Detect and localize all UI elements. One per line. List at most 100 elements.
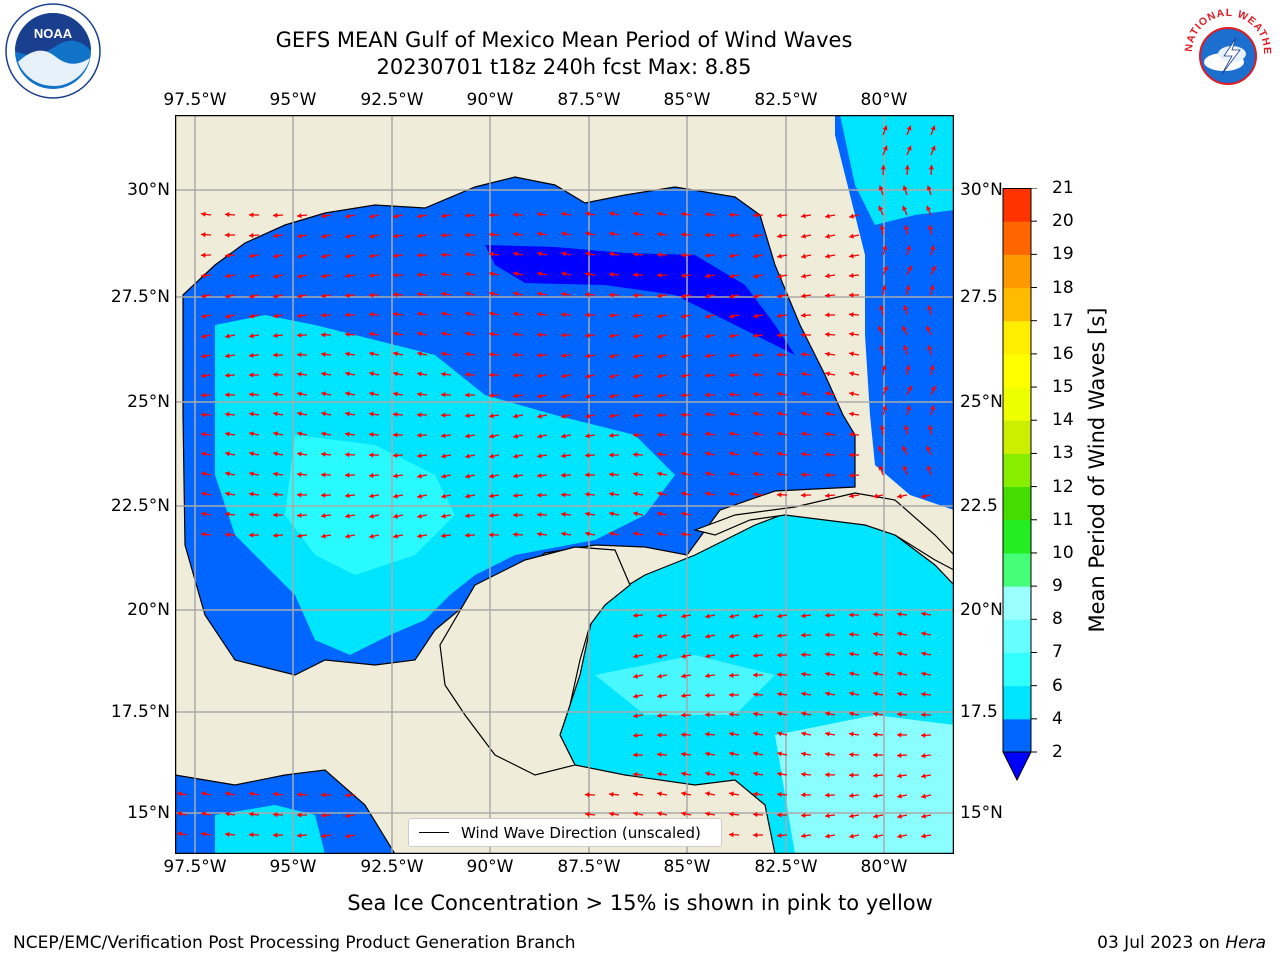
- wave-arrow-head: [537, 231, 542, 237]
- wave-arrow-head: [921, 773, 926, 779]
- wave-arrow-head: [609, 452, 614, 458]
- wave-arrow-head: [681, 471, 686, 477]
- wave-arrow-head: [777, 253, 782, 259]
- wave-arrow-head: [345, 371, 350, 377]
- wave-arrow-head: [883, 265, 888, 271]
- wave-arrow-head: [729, 711, 734, 718]
- wave-arrow-head: [921, 753, 926, 759]
- lon-tick-bottom: 87.5°W: [557, 857, 621, 877]
- wave-arrow-head: [825, 213, 830, 219]
- wave-arrow-head: [441, 213, 446, 219]
- footer-credit: NCEP/EMC/Verification Post Processing Pr…: [13, 933, 576, 953]
- wave-arrow-head: [441, 513, 446, 519]
- wave-arrow-head: [801, 451, 806, 457]
- wave-arrow-head: [705, 712, 710, 718]
- wave-arrow-head: [585, 292, 590, 298]
- wave-arrow-head: [393, 513, 398, 519]
- wave-arrow-head: [633, 713, 638, 719]
- wave-arrow-head: [249, 431, 254, 437]
- wave-arrow-head: [369, 513, 374, 519]
- wave-arrow-head: [441, 252, 446, 258]
- wave-arrow-head: [825, 711, 830, 717]
- wave-arrow-head: [489, 473, 494, 479]
- wave-arrow-head: [537, 291, 542, 297]
- wave-arrow-head: [929, 285, 935, 290]
- wave-arrow-head: [705, 333, 710, 339]
- wave-arrow-head: [537, 512, 542, 518]
- wave-arrow-head: [393, 351, 398, 357]
- wave-arrow-head: [201, 471, 206, 477]
- wave-arrow-head: [609, 373, 614, 379]
- wave-arrow-head: [930, 125, 936, 131]
- wave-arrow-head: [849, 691, 854, 697]
- wave-arrow-head: [705, 252, 710, 259]
- wave-arrow-head: [225, 451, 230, 457]
- wave-arrow-head: [537, 271, 542, 277]
- wave-arrow-head: [705, 211, 710, 218]
- wave-arrow-head: [849, 472, 854, 479]
- wave-arrow-head: [849, 731, 854, 737]
- wave-arrow-head: [177, 811, 182, 817]
- colorbar-tick-label: 20: [1052, 211, 1074, 232]
- wave-arrow-head: [921, 671, 926, 677]
- wave-arrow-head: [321, 812, 326, 818]
- wave-arrow-head: [273, 832, 278, 838]
- colorbar-tick-label: 15: [1052, 377, 1074, 398]
- wave-arrow-head: [879, 305, 885, 311]
- wave-arrow-head: [201, 252, 206, 258]
- colorbar-tick-label: 14: [1052, 410, 1074, 431]
- wave-arrow-head: [931, 265, 936, 271]
- wave-arrow-head: [273, 391, 278, 397]
- wave-arrow-head: [729, 431, 734, 437]
- wave-arrow-head: [753, 791, 758, 797]
- wave-arrow-head: [878, 465, 884, 471]
- wave-arrow-head: [273, 532, 278, 539]
- wave-arrow-head: [249, 791, 254, 797]
- wave-arrow-head: [297, 471, 302, 477]
- wave-arrow-head: [465, 433, 470, 439]
- wave-arrow-head: [561, 531, 566, 537]
- wave-arrow-head: [345, 431, 350, 437]
- wave-arrow-head: [417, 473, 422, 479]
- wave-arrow-head: [729, 352, 734, 359]
- wave-arrow-head: [441, 412, 446, 418]
- wave-arrow-head: [273, 293, 278, 299]
- wave-arrow-head: [201, 531, 206, 537]
- colorbar-tick-label: 6: [1052, 675, 1063, 696]
- wave-arrow-head: [633, 292, 638, 298]
- wave-arrow-head: [465, 473, 470, 479]
- wave-arrow-head: [729, 771, 734, 777]
- colorbar-segment: [1003, 453, 1031, 488]
- wave-arrow-head: [729, 392, 734, 398]
- wave-arrow-head: [921, 813, 926, 819]
- wave-arrow-head: [393, 253, 398, 259]
- wave-arrow-head: [489, 271, 494, 277]
- wave-arrow-head: [825, 792, 830, 798]
- wave-arrow-head: [561, 332, 566, 338]
- wave-arrow-head: [393, 452, 398, 458]
- wave-arrow-head: [345, 792, 350, 798]
- wave-arrow-head: [801, 632, 806, 638]
- wave-arrow-head: [273, 352, 278, 358]
- wave-arrow-head: [321, 213, 326, 219]
- wave-arrow-head: [249, 512, 254, 518]
- wave-arrow-head: [489, 532, 494, 538]
- wave-arrow-head: [777, 471, 782, 477]
- wave-arrow-head: [926, 325, 931, 331]
- wave-arrow-head: [657, 693, 662, 699]
- colorbar-segment: [1003, 552, 1031, 587]
- atlantic-cyan: [840, 115, 954, 225]
- wave-arrow-head: [801, 652, 806, 658]
- wave-arrow-head: [753, 352, 758, 358]
- wave-arrow-head: [249, 232, 254, 238]
- wave-arrow-head: [489, 512, 494, 518]
- wind-wave-arrows: [177, 125, 936, 839]
- wave-arrow-head: [902, 445, 908, 451]
- wave-arrow-head: [873, 731, 878, 738]
- wave-arrow-head: [273, 471, 278, 477]
- wave-arrow-head: [729, 253, 734, 259]
- wave-arrow-head: [753, 691, 758, 698]
- wave-arrow-head: [249, 832, 254, 838]
- wave-arrow-head: [801, 411, 806, 417]
- wave-arrow-head: [705, 613, 710, 619]
